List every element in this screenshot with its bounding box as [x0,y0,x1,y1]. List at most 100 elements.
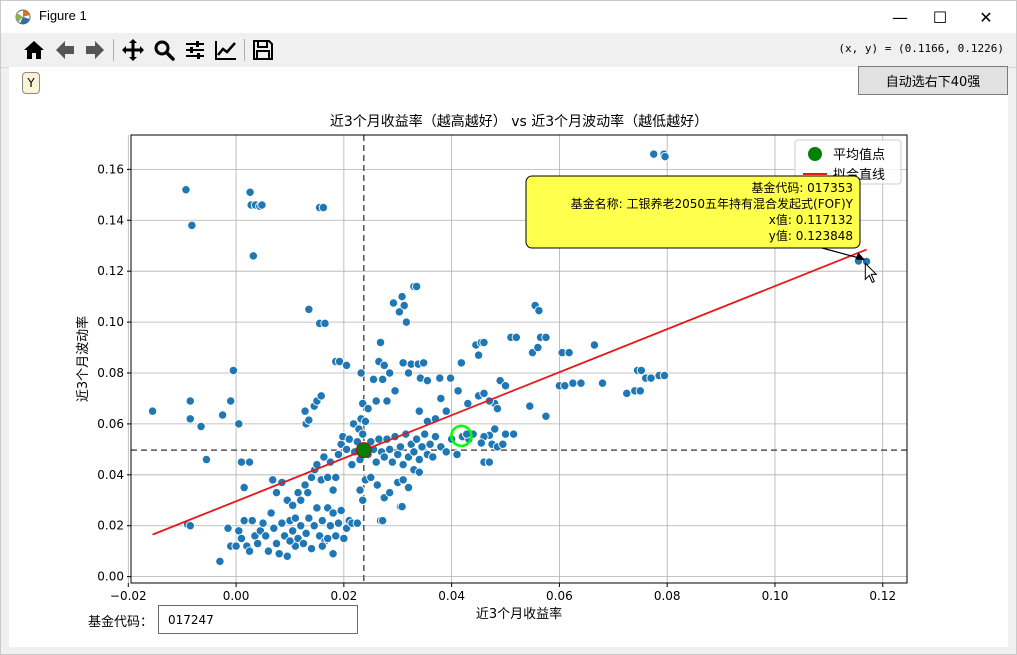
data-point [293,487,303,498]
annotation-line: 基金代码: 017353 [751,180,853,195]
data-point [401,317,412,327]
data-point [236,457,247,467]
data-point [306,543,317,554]
data-point [411,281,422,292]
annotation-arrowhead [855,252,866,261]
home-button[interactable] [20,36,48,64]
data-point [317,515,327,526]
data-point [301,528,311,539]
y-tick-label: 0.10 [97,315,124,329]
data-point [185,521,195,531]
y-button[interactable]: Y [22,72,40,94]
data-point [217,410,228,420]
data-point [344,434,354,444]
data-point [479,337,489,348]
data-point [333,449,344,460]
data-point [636,365,646,376]
data-point [347,459,357,470]
data-point [185,396,195,406]
data-point [378,515,388,526]
data-point [560,381,570,391]
data-point [187,220,197,231]
y-tick-label: 0.08 [97,366,124,380]
data-point [403,482,414,493]
data-point [441,406,451,416]
data-point [371,457,381,467]
data-point [304,304,314,315]
data-point [271,538,282,549]
pan-icon [122,39,144,61]
data-point [387,457,398,467]
data-point [282,551,292,561]
data-point [659,370,670,381]
data-point [435,373,445,383]
pan-button[interactable] [119,36,147,64]
y-button-label: Y [27,76,35,90]
zoom-icon [154,40,175,61]
data-point [236,533,247,544]
data-point [398,475,408,485]
fit-line [152,248,867,536]
data-point [500,381,511,391]
data-point [312,503,322,513]
data-point [479,388,489,399]
edit-axis-button[interactable] [212,36,240,64]
configure-subplots-button[interactable] [181,36,209,64]
data-point [263,546,274,556]
data-point [288,526,298,536]
data-point [288,500,298,511]
x-tick-label: 0.12 [869,589,896,603]
data-point [341,444,352,455]
data-point [252,538,263,549]
data-point [331,472,341,483]
data-point [533,342,543,353]
data-point [378,374,388,385]
data-point [325,521,336,531]
data-point [316,391,326,401]
data-point [393,449,403,460]
configure-subplots-icon [186,41,204,59]
minimize-icon: — [892,7,908,27]
data-point [409,447,419,457]
zoom-button[interactable] [150,36,178,64]
data-point [441,447,451,457]
mouse-cursor-icon [864,262,878,284]
data-point [309,521,319,531]
data-point [490,424,500,434]
data-point [379,452,389,462]
maximize-button[interactable]: ☐ [917,1,963,33]
data-point [319,452,329,462]
toolbar-separator [113,39,114,61]
data-point [356,368,366,378]
y-tick-label: 0.14 [97,213,124,227]
data-point [403,368,414,378]
data-point [422,375,433,386]
back-button[interactable] [51,36,79,64]
data-point [296,495,306,505]
data-point [418,358,429,368]
x-axis-label: 近3个月收益率 [476,606,562,622]
toolbar-separator [244,39,245,61]
data-point [463,398,473,409]
auto-select-button[interactable]: 自动选右下40强 [858,66,1008,95]
data-point [385,487,395,498]
window-title: Figure 1 [39,8,87,23]
data-point [328,508,338,518]
data-point [534,305,544,316]
annotation-box [525,175,861,249]
legend-marker-mean [808,147,822,161]
x-tick-label: −0.02 [110,589,147,603]
forward-button[interactable] [81,36,109,64]
minimize-button[interactable]: — [877,1,923,33]
data-point [226,396,236,406]
data-point [223,523,233,533]
highlight-ring [450,424,473,448]
data-point [181,185,191,195]
fund-code-input[interactable] [158,605,358,634]
data-point [360,416,371,427]
x-tick-label: 0.00 [223,589,250,603]
close-button[interactable]: ✕ [963,1,1009,33]
save-button[interactable] [249,36,277,64]
data-point [320,318,330,329]
close-icon: ✕ [979,7,993,27]
